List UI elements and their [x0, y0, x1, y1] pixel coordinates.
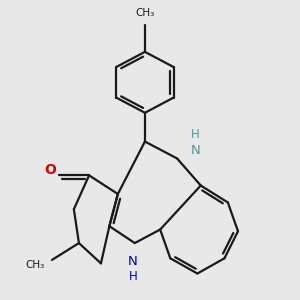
Text: N: N — [128, 255, 138, 268]
Text: O: O — [44, 163, 56, 177]
Text: CH₃: CH₃ — [25, 260, 45, 270]
Text: N: N — [191, 143, 201, 157]
Text: H: H — [129, 270, 137, 284]
Text: H: H — [191, 128, 200, 141]
Text: CH₃: CH₃ — [135, 8, 154, 18]
